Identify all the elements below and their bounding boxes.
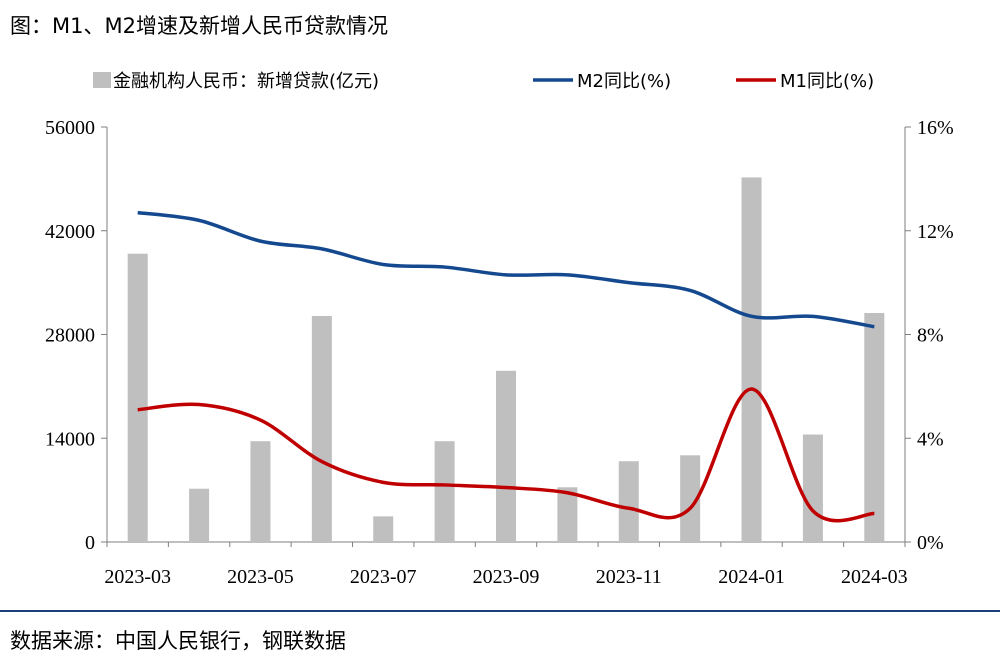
- right-tick-label: 16%: [917, 117, 954, 139]
- left-tick-label: 42000: [45, 221, 95, 243]
- bar-loans-2024-03: [864, 313, 885, 542]
- legend: 金融机构人民币：新增贷款(亿元) M2同比(%) M1同比(%): [93, 71, 874, 92]
- chart-title: 图：M1、M2增速及新增人民币贷款情况: [10, 14, 388, 38]
- bar-loans-2023-12: [680, 455, 701, 542]
- bar-loans-2023-07: [373, 516, 394, 542]
- legend-swatch-loans: [93, 72, 111, 88]
- bar-loans-2023-04: [189, 488, 210, 542]
- bar-loans-2024-01: [741, 177, 762, 542]
- x-tick-label: 2023-09: [473, 566, 540, 588]
- right-tick-label: 0%: [917, 532, 944, 554]
- bar-loans-2024-02: [802, 434, 823, 542]
- line-m2: [137, 210, 875, 329]
- bar-loans-2023-08: [434, 441, 455, 542]
- bottom-divider: [0, 610, 1000, 612]
- legend-label-loans: 金融机构人民币：新增贷款(亿元): [113, 71, 379, 92]
- data-source-note: 数据来源：中国人民银行，钢联数据: [10, 629, 346, 653]
- x-tick-label: 2024-03: [841, 566, 908, 588]
- legend-label-m1: M1同比(%): [780, 71, 874, 92]
- line-m1: [137, 387, 875, 523]
- right-tick-label: 4%: [917, 428, 944, 450]
- bar-loans-2023-05: [250, 441, 271, 542]
- bar-loans-2023-10: [557, 487, 578, 542]
- left-tick-label: 56000: [45, 117, 95, 139]
- left-tick-label: 14000: [45, 428, 95, 450]
- axes: 0 14000 28000 42000 56000 0% 4% 8% 12% 16% 2023-03…: [45, 117, 954, 588]
- x-tick-label: 2024-01: [718, 566, 785, 588]
- x-tick-label: 2023-05: [227, 566, 294, 588]
- x-tick-label: 2023-11: [596, 566, 662, 588]
- bar-loans-2023-03: [127, 253, 148, 543]
- bar-loans-2023-09: [496, 370, 516, 542]
- left-tick-label: 0: [85, 532, 95, 554]
- bar-loans-2023-06: [311, 315, 332, 542]
- bar-loans-2023-11: [618, 461, 639, 542]
- legend-label-m2: M2同比(%): [577, 71, 671, 92]
- left-tick-label: 28000: [45, 325, 95, 347]
- x-tick-label: 2023-07: [350, 566, 417, 588]
- bar-series-loans: [127, 177, 885, 543]
- right-tick-label: 12%: [917, 221, 954, 243]
- line-series: [137, 210, 875, 523]
- right-tick-label: 8%: [917, 325, 944, 347]
- x-tick-label: 2023-03: [104, 566, 171, 588]
